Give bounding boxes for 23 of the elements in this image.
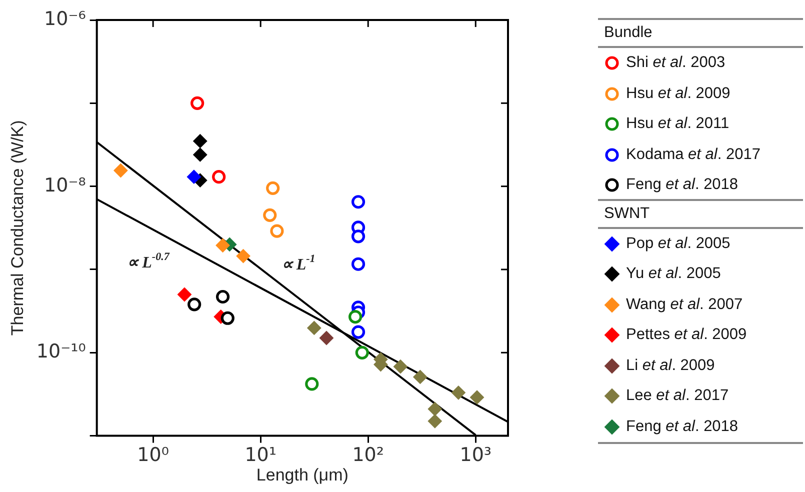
legend-label: Feng et al. 2018 bbox=[626, 176, 738, 194]
y-tick-label: 10⁻¹⁰ bbox=[36, 340, 86, 363]
y-axis-title: Thermal Conductance (W/K) bbox=[8, 120, 27, 336]
y-tick-label: 10⁻⁶ bbox=[44, 8, 86, 30]
legend-label: Wang et al. 2007 bbox=[626, 296, 743, 313]
x-tick-label: 10⁰ bbox=[137, 444, 169, 466]
legend-label: Pop et al. 2005 bbox=[626, 234, 730, 252]
legend-label: Yu et al. 2005 bbox=[626, 265, 721, 282]
legend-label: Kodama et al. 2017 bbox=[626, 146, 760, 163]
legend-label: Feng et al. 2018 bbox=[626, 418, 738, 435]
legend-label: Shi et al. 2003 bbox=[626, 54, 726, 72]
legend-label: Pettes et al. 2009 bbox=[626, 326, 747, 344]
x-axis-title: Length (μm) bbox=[256, 465, 348, 484]
legend-label: Lee et al. 2017 bbox=[626, 387, 729, 404]
x-tick-label: 10¹ bbox=[244, 444, 276, 466]
x-tick-label: 10² bbox=[352, 444, 384, 466]
legend-label: Li et al. 2009 bbox=[626, 356, 715, 374]
y-tick-label: 10⁻⁸ bbox=[44, 174, 86, 196]
x-tick-label: 10³ bbox=[460, 444, 492, 466]
legend-label: Hsu et al. 2011 bbox=[626, 115, 730, 132]
text: SWNT bbox=[598, 198, 803, 228]
text: Bundle bbox=[598, 18, 803, 48]
legend-label: Hsu et al. 2009 bbox=[626, 84, 730, 102]
